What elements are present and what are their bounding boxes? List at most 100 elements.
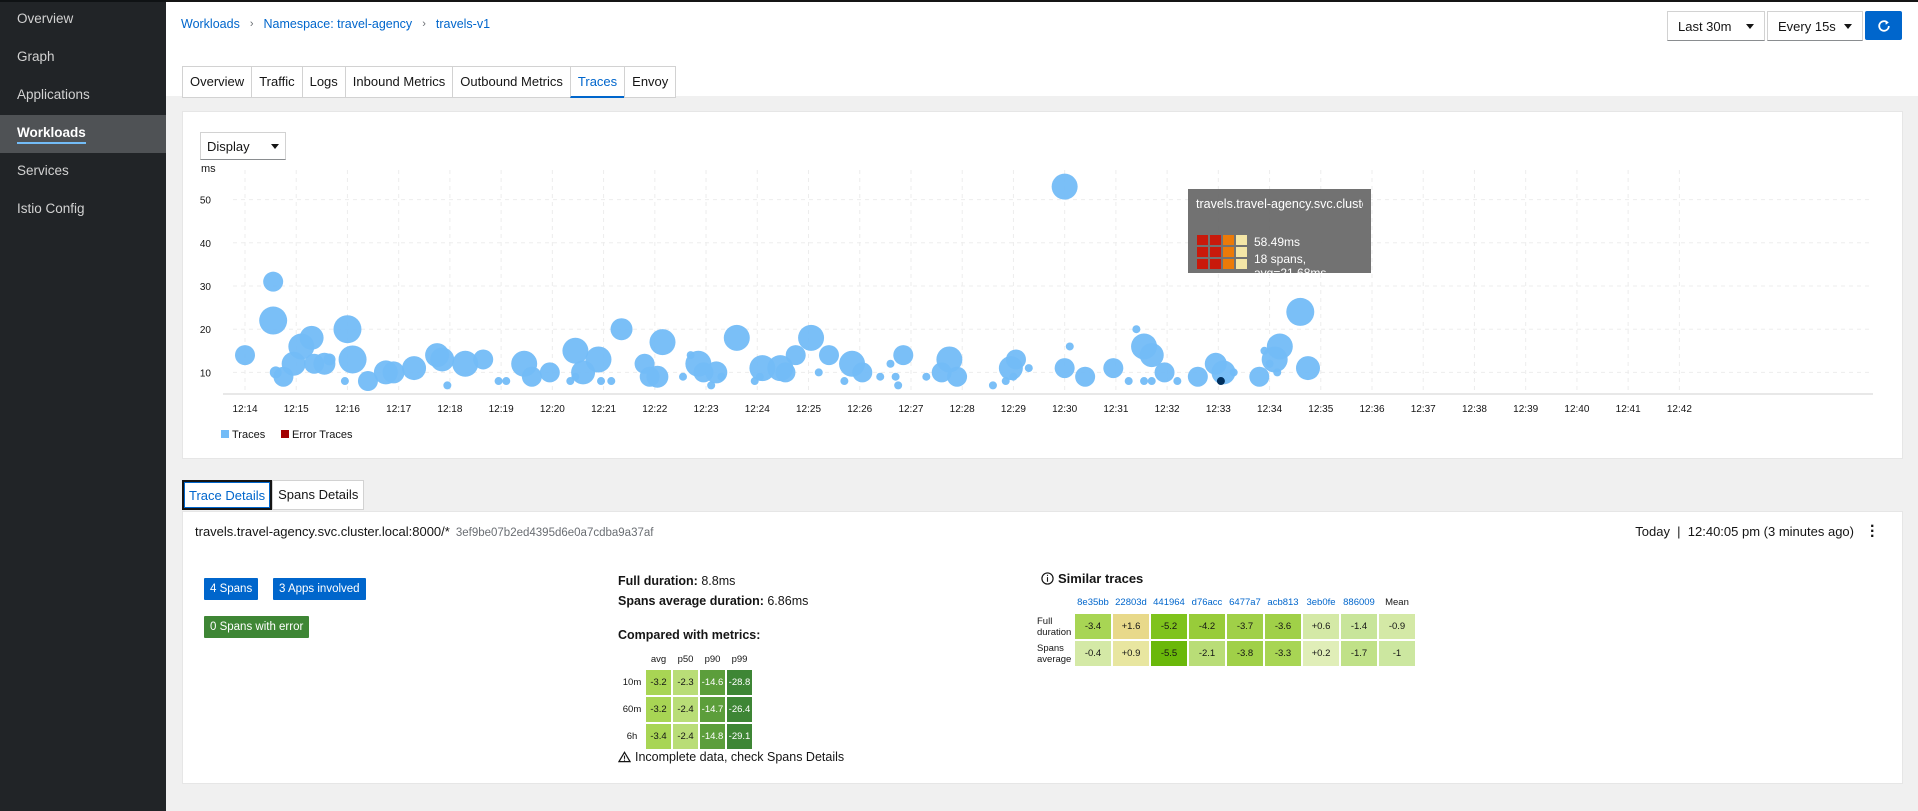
heatmap-cell: -14.6 bbox=[700, 670, 725, 695]
x-tick-label: 12:30 bbox=[1052, 404, 1077, 415]
tab-outbound-metrics[interactable]: Outbound Metrics bbox=[452, 66, 570, 98]
trace-point bbox=[1075, 366, 1096, 387]
tooltip-span-cell bbox=[1197, 259, 1208, 269]
legend-label: Traces bbox=[232, 429, 266, 441]
similar-cell: -3.3 bbox=[1265, 641, 1301, 666]
kebab-menu-icon[interactable]: · · · bbox=[1870, 518, 1876, 545]
sidebar-item-label: Graph bbox=[17, 49, 55, 64]
sidebar-item-overview[interactable]: Overview bbox=[0, 1, 166, 39]
trace-point bbox=[1051, 173, 1078, 200]
trace-point bbox=[610, 318, 633, 341]
sidebar-item-applications[interactable]: Applications bbox=[0, 77, 166, 115]
x-tick-label: 12:33 bbox=[1206, 404, 1231, 415]
sidebar-item-label: Services bbox=[17, 163, 69, 178]
trace-point bbox=[521, 366, 542, 387]
trace-point bbox=[1140, 377, 1149, 386]
similar-row-label: Spans average bbox=[1037, 642, 1072, 665]
breadcrumb-workload[interactable]: travels-v1 bbox=[435, 17, 491, 31]
refresh-button[interactable] bbox=[1865, 11, 1902, 40]
trace-point bbox=[357, 371, 378, 392]
similar-cell: -4.2 bbox=[1189, 614, 1225, 639]
trace-date: Today | 12:40:05 pm (3 minutes ago) bbox=[1635, 524, 1854, 539]
y-tick-label: 30 bbox=[200, 282, 212, 293]
traces-scatter-chart[interactable]: ms 10 20 30 40 50 12:14 12:15 12:16 12:17 12:18 12:… bbox=[183, 162, 1903, 460]
heatmap-cell: -3.2 bbox=[646, 697, 671, 722]
similar-traces-title: Similar traces bbox=[1041, 571, 1143, 586]
similar-trace-header[interactable]: 3eb0fe bbox=[1306, 596, 1336, 608]
breadcrumb-namespace[interactable]: Namespace: travel-agency bbox=[263, 17, 413, 31]
sidebar-item-services[interactable]: Services bbox=[0, 153, 166, 191]
tab-envoy[interactable]: Envoy bbox=[624, 66, 677, 98]
tab-inbound-metrics[interactable]: Inbound Metrics bbox=[344, 66, 453, 98]
similar-trace-header[interactable]: 441964 bbox=[1153, 596, 1185, 608]
full-duration-label: Full duration: bbox=[618, 574, 698, 588]
trace-point bbox=[299, 325, 324, 350]
trace-point bbox=[1103, 358, 1124, 379]
trace-point bbox=[1065, 342, 1074, 351]
spans-average-value: 6.86ms bbox=[767, 594, 809, 608]
x-tick-label: 12:19 bbox=[489, 404, 514, 415]
chevron-right-icon: › bbox=[422, 18, 426, 30]
trace-point bbox=[922, 372, 931, 381]
caret-down-icon bbox=[1746, 23, 1754, 29]
trace-point bbox=[646, 365, 669, 388]
trace-details-card: travels.travel-agency.svc.cluster.local:… bbox=[182, 511, 1903, 784]
sidebar-item-graph[interactable]: Graph bbox=[0, 39, 166, 77]
similar-trace-header[interactable]: 6477a7 bbox=[1229, 596, 1261, 608]
x-tick-label: 12:18 bbox=[437, 404, 462, 415]
trace-url: travels.travel-agency.svc.cluster.local:… bbox=[195, 524, 450, 539]
trace-point bbox=[338, 345, 367, 374]
heatmap-cell: -26.4 bbox=[727, 697, 752, 722]
trace-point bbox=[585, 346, 612, 373]
sidebar-item-workloads[interactable]: Workloads bbox=[0, 115, 166, 153]
similar-trace-header[interactable]: acb813 bbox=[1267, 596, 1299, 608]
trace-point bbox=[382, 361, 405, 384]
similar-cell: -0.4 bbox=[1075, 641, 1111, 666]
tooltip-span-cell bbox=[1223, 259, 1234, 269]
trace-point bbox=[1229, 368, 1238, 377]
tooltip-duration: 58.49ms bbox=[1254, 235, 1301, 249]
trace-point bbox=[1265, 359, 1274, 368]
similar-cell: -2.1 bbox=[1189, 641, 1225, 666]
similar-trace-header[interactable]: 8e35bb bbox=[1077, 596, 1109, 608]
x-tick-label: 12:24 bbox=[745, 404, 770, 415]
similar-trace-header[interactable]: 886009 bbox=[1343, 596, 1375, 608]
trace-point bbox=[649, 329, 676, 356]
compared-metrics-title: Compared with metrics: bbox=[618, 628, 761, 642]
trace-point bbox=[1211, 360, 1236, 385]
display-dropdown[interactable]: Display bbox=[200, 132, 286, 160]
similar-cell: -3.4 bbox=[1075, 614, 1111, 639]
tab-logs[interactable]: Logs bbox=[301, 66, 345, 98]
tooltip-span-cell bbox=[1236, 235, 1247, 245]
time-range-select[interactable]: Last 30m bbox=[1667, 11, 1765, 41]
refresh-interval-select[interactable]: Every 15s bbox=[1767, 11, 1863, 41]
spans-badge: 4 Spans bbox=[204, 578, 259, 600]
tab-overview[interactable]: Overview bbox=[182, 66, 252, 98]
x-tick-label: 12:37 bbox=[1411, 404, 1436, 415]
similar-cell: -5.5 bbox=[1151, 641, 1187, 666]
sidebar-item-istio-config[interactable]: Istio Config bbox=[0, 191, 166, 229]
tooltip-title: travels.travel-agency.svc.cluster.loc... bbox=[1196, 197, 1363, 211]
detail-tabs: Trace Details Spans Details bbox=[182, 480, 365, 510]
tab-traffic[interactable]: Traffic bbox=[251, 66, 302, 98]
similar-trace-header[interactable]: d76acc bbox=[1191, 596, 1223, 608]
trace-point bbox=[1139, 343, 1164, 368]
warning-icon bbox=[618, 751, 631, 763]
x-tick-label: 12:20 bbox=[540, 404, 565, 415]
tab-trace-details[interactable]: Trace Details bbox=[182, 480, 273, 510]
trace-point bbox=[1295, 356, 1320, 381]
main-content: Workloads › Namespace: travel-agency › t… bbox=[166, 0, 1918, 811]
trace-point bbox=[840, 377, 849, 386]
x-tick-label: 12:25 bbox=[796, 404, 821, 415]
trace-tooltip: travels.travel-agency.svc.cluster.loc...… bbox=[1188, 189, 1371, 280]
legend-swatch bbox=[221, 430, 229, 438]
breadcrumb-workloads[interactable]: Workloads bbox=[181, 17, 240, 31]
tab-spans-details[interactable]: Spans Details bbox=[272, 480, 365, 510]
similar-traces-heatmap: 8e35bb 22803d 441964 d76acc 6477a7 acb813 3eb0… bbox=[1035, 590, 1417, 668]
heatmap-row-label: 6h bbox=[626, 731, 638, 742]
trace-point bbox=[1187, 366, 1208, 387]
similar-trace-header[interactable]: 22803d bbox=[1115, 596, 1147, 608]
sidebar-item-label: Istio Config bbox=[17, 201, 85, 216]
tab-traces[interactable]: Traces bbox=[569, 66, 625, 98]
x-tick-label: 12:40 bbox=[1564, 404, 1589, 415]
